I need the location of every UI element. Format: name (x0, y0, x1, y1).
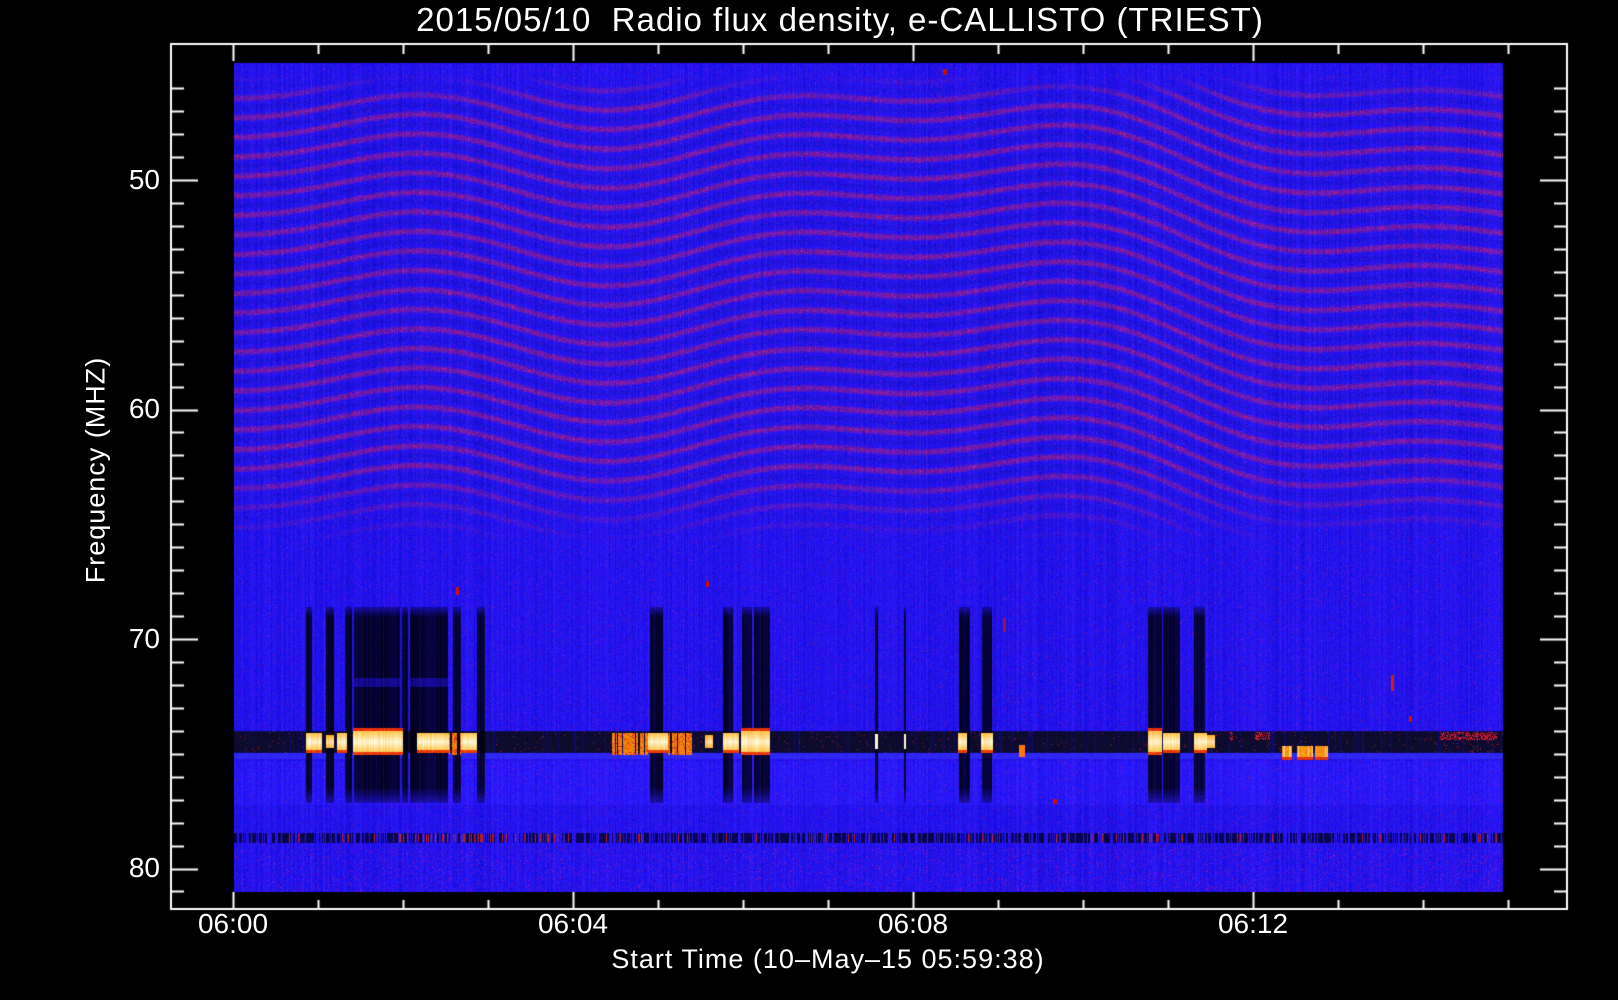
y-tick-label-70: 70 (128, 623, 160, 654)
y-axis-label: Frequency (MHZ) (80, 356, 111, 584)
x-tick-label-0608: 06:08 (877, 908, 949, 939)
y-tick-label-60: 60 (128, 393, 160, 424)
x-tick-label-0612: 06:12 (1217, 908, 1289, 939)
chart-title: 2015/05/10 Radio flux density, e-CALLIST… (416, 1, 1264, 38)
x-axis-label: Start Time (10–May–15 05:59:38) (611, 944, 1045, 974)
y-tick-label-80: 80 (128, 852, 160, 883)
x-tick-label-0600: 06:00 (197, 908, 269, 939)
y-tick-label-50: 50 (128, 164, 160, 195)
x-tick-label-0604: 06:04 (537, 908, 609, 939)
